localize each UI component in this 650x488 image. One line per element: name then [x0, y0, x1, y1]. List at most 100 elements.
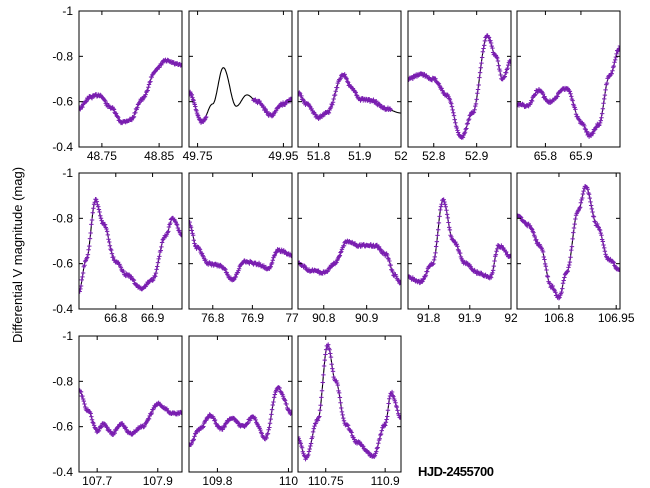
- panel-6: -1 -0.8 -0.6 -0.4 66.8 66.9: [52, 166, 183, 325]
- data-point: [457, 250, 463, 256]
- data-point: [326, 110, 331, 115]
- x-tick-label: 92: [504, 311, 518, 325]
- data-point: [236, 266, 242, 271]
- data-point: [104, 229, 110, 234]
- data-point: [306, 449, 312, 454]
- data-point: [266, 427, 271, 432]
- data-point: [529, 98, 534, 103]
- y-tick-label: -0.8: [52, 374, 73, 388]
- data-point: [478, 65, 483, 70]
- data-point: [267, 265, 273, 270]
- data-point: [436, 220, 442, 226]
- data-point: [342, 72, 347, 77]
- data-point: [308, 441, 314, 446]
- data-point: [145, 88, 150, 93]
- data-point: [332, 92, 338, 98]
- data-point: [86, 247, 91, 252]
- data-point: [107, 239, 112, 245]
- y-axis-label: Differential V magnitude (mag): [10, 167, 25, 343]
- data-point: [203, 114, 209, 120]
- data-point: [374, 98, 379, 104]
- data-point: [606, 256, 611, 261]
- data-point: [146, 85, 151, 90]
- data-point: [590, 209, 595, 215]
- panel-4: 52.8 52.9: [407, 10, 512, 163]
- data-point: [174, 221, 179, 227]
- data-point: [89, 222, 94, 227]
- y-tick-label: -0.6: [52, 420, 73, 434]
- data-point: [89, 217, 95, 223]
- y-tick-label: -0.6: [52, 95, 73, 109]
- data-point: [446, 220, 451, 225]
- data-point: [617, 43, 620, 49]
- data-point: [223, 267, 228, 272]
- data-point: [276, 104, 282, 110]
- data-point: [214, 421, 219, 427]
- x-tick-label: 76.8: [201, 311, 225, 325]
- data-point: [271, 112, 276, 118]
- data-point: [592, 219, 597, 224]
- data-point: [388, 262, 393, 268]
- data-point: [179, 63, 182, 69]
- data-point: [613, 54, 619, 60]
- data-point: [298, 91, 303, 96]
- data-point: [105, 232, 111, 238]
- data-point: [191, 437, 197, 442]
- data-point: [150, 277, 156, 283]
- data-point: [96, 207, 102, 212]
- panel-7: 76.8 76.9 77: [188, 172, 299, 325]
- data-point: [556, 295, 562, 301]
- data-point: [431, 257, 437, 263]
- data-point: [345, 79, 350, 84]
- observed-points: [298, 238, 401, 287]
- data-point: [201, 424, 206, 429]
- data-point: [542, 261, 548, 267]
- panel-frame: [78, 10, 183, 148]
- data-point: [112, 431, 117, 436]
- data-point: [377, 436, 382, 441]
- data-point: [567, 89, 573, 94]
- x-tick-label: 49.95: [268, 149, 298, 163]
- data-point: [157, 65, 162, 70]
- data-point: [267, 421, 273, 426]
- data-point: [106, 237, 111, 242]
- data-point: [387, 396, 392, 401]
- data-point: [225, 418, 231, 424]
- x-tick-label: 65.8: [534, 149, 558, 163]
- model-curve: [517, 185, 620, 299]
- data-point: [572, 221, 577, 227]
- data-point: [471, 110, 477, 115]
- data-point: [603, 87, 608, 93]
- data-point: [455, 130, 461, 135]
- data-point: [431, 261, 436, 266]
- data-point: [499, 243, 504, 248]
- data-point: [566, 265, 571, 270]
- y-tick-label: -0.8: [52, 211, 73, 225]
- x-tick-label: 52.8: [422, 149, 446, 163]
- data-point: [328, 104, 334, 110]
- data-point: [508, 253, 511, 259]
- data-point: [338, 76, 343, 81]
- data-point: [553, 290, 558, 295]
- data-point: [437, 214, 442, 219]
- data-point: [317, 414, 322, 419]
- data-point: [410, 76, 416, 81]
- data-point: [573, 112, 579, 117]
- data-point: [94, 199, 100, 204]
- data-point: [339, 405, 344, 411]
- x-tick-label: 106.8: [544, 311, 574, 325]
- y-tick-label: -1: [62, 166, 73, 180]
- data-point: [531, 230, 536, 235]
- data-point: [89, 414, 94, 419]
- data-point: [383, 420, 389, 425]
- data-point: [328, 354, 334, 360]
- data-point: [193, 104, 198, 109]
- data-point: [192, 102, 197, 107]
- data-point: [298, 441, 303, 446]
- data-point: [299, 445, 305, 450]
- data-point: [444, 212, 450, 217]
- data-point: [222, 424, 227, 430]
- data-point: [599, 233, 604, 238]
- data-point: [345, 422, 350, 428]
- data-point: [600, 106, 606, 111]
